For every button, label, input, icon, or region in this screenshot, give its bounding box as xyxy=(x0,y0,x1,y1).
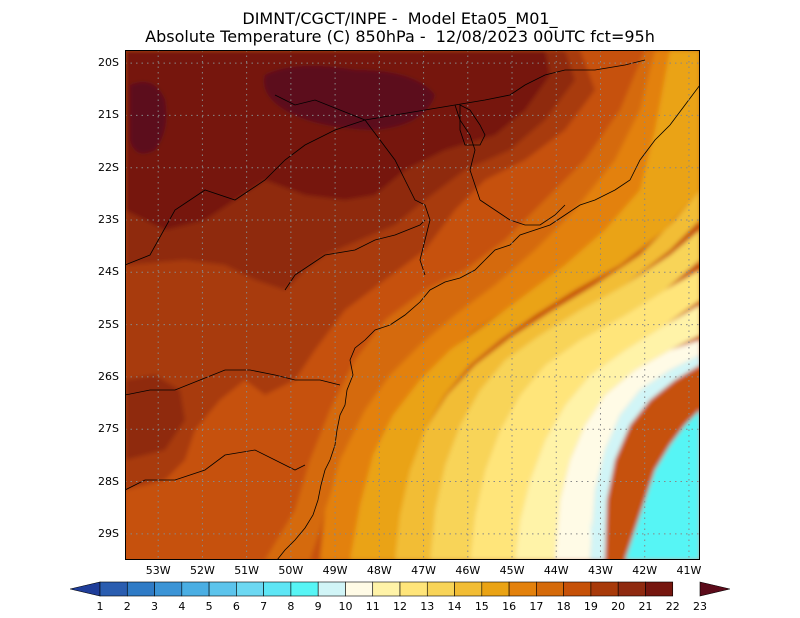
colorbar-swatch xyxy=(699,581,730,597)
colorbar-label: 11 xyxy=(365,600,380,613)
longitude-tick-label: 53W xyxy=(145,564,171,577)
colorbar-swatch xyxy=(536,581,564,597)
longitude-tick-label: 52W xyxy=(189,564,215,577)
colorbar-label: 2 xyxy=(123,600,131,613)
colorbar-swatch xyxy=(508,581,537,597)
state-border-2 xyxy=(274,94,431,276)
colorbar-label: 1 xyxy=(96,600,104,613)
coastline xyxy=(276,84,700,560)
temp-band-16 xyxy=(350,50,700,560)
longitude-tick-label: 48W xyxy=(366,564,392,577)
longitude-tick-label: 43W xyxy=(588,564,613,577)
reservoir-1 xyxy=(459,104,486,146)
latitude-tick-label: 29S xyxy=(98,526,119,540)
colorbar-swatch xyxy=(590,581,619,597)
temperature-map xyxy=(125,50,700,560)
colorbar-swatch xyxy=(126,581,155,597)
map-title-line2: Absolute Temperature (C) 850hPa - 12/08/… xyxy=(145,27,655,46)
temp-band-10 xyxy=(590,355,700,560)
map-grid xyxy=(125,50,700,560)
colorbar-swatch xyxy=(372,581,401,597)
colorbar-swatch xyxy=(70,581,101,597)
colorbar-label: 10 xyxy=(338,600,353,613)
colorbar-label: 5 xyxy=(205,600,213,613)
colorbar-label: 14 xyxy=(447,600,462,613)
colorbar-label: 23 xyxy=(693,600,707,613)
state-border-5 xyxy=(284,219,426,291)
colorbar-swatch xyxy=(99,581,128,597)
colorbar-swatch xyxy=(236,581,264,597)
colorbar-swatch xyxy=(263,581,292,597)
river-1 xyxy=(454,104,481,201)
colorbar-label: 21 xyxy=(638,600,653,613)
temp-band-23-core xyxy=(264,66,435,130)
state-border-3 xyxy=(125,449,306,491)
colorbar-label: 4 xyxy=(178,600,186,613)
colorbar-swatch xyxy=(481,581,510,597)
colorbar-label: 20 xyxy=(611,600,626,613)
temp-band-23-west xyxy=(130,82,167,154)
longitude-tick-label: 45W xyxy=(499,564,525,577)
colorbar-label: 22 xyxy=(665,600,680,613)
colorbar-label: 15 xyxy=(474,600,489,613)
map-title-line1: DIMNT/CGCT/INPE - Model Eta05_M01_ xyxy=(242,9,558,28)
colorbar-label: 17 xyxy=(529,600,544,613)
colorbar-label: 19 xyxy=(583,600,598,613)
temperature-field xyxy=(125,50,700,560)
longitude-tick-label: 41W xyxy=(676,564,702,577)
longitude-tick-label: 49W xyxy=(322,564,348,577)
temp-band-18 xyxy=(265,50,700,560)
latitude-tick-label: 22S xyxy=(98,160,119,174)
colorbar-swatch xyxy=(645,581,674,597)
latitude-tick-label: 20S xyxy=(98,56,119,70)
colorbar-swatch xyxy=(617,581,646,597)
colorbar-swatch xyxy=(563,581,592,597)
colorbar-swatch xyxy=(181,581,210,597)
longitude-tick-label: 47W xyxy=(411,564,436,577)
latitude-tick-label: 27S xyxy=(98,422,119,436)
colorbar-swatch xyxy=(154,581,183,597)
temp-band-9 xyxy=(625,410,700,560)
longitude-tick-label: 50W xyxy=(278,564,304,577)
colorbar-swatch xyxy=(208,581,237,597)
longitude-tick-label: 51W xyxy=(234,564,260,577)
latitude-tick-label: 23S xyxy=(98,213,119,226)
state-border-4 xyxy=(125,369,341,396)
temp-band-13 xyxy=(470,270,700,560)
temp-band-14 xyxy=(430,230,700,560)
latitude-tick-label: 21S xyxy=(98,108,119,122)
temp-band-11 xyxy=(555,340,700,560)
colorbar-swatch xyxy=(454,581,483,597)
colorbar-label: 9 xyxy=(314,600,322,613)
longitude-tick-label: 42W xyxy=(632,564,658,577)
longitude-tick-label: 46W xyxy=(455,564,481,577)
colorbar-label: 16 xyxy=(502,600,517,613)
temp-band-17 xyxy=(320,50,700,560)
longitude-tick-label: 44W xyxy=(543,564,569,577)
temp-band-21-lobe xyxy=(125,375,185,460)
temp-band-15 xyxy=(395,190,700,560)
temp-band-22 xyxy=(125,50,550,230)
colorbar-label: 3 xyxy=(151,600,159,613)
colorbar xyxy=(70,581,730,597)
colorbar-label: 12 xyxy=(393,600,407,613)
colorbar-swatch xyxy=(426,581,455,597)
colorbar-swatch xyxy=(345,581,374,597)
colorbar-swatch xyxy=(399,581,428,597)
colorbar-label: 6 xyxy=(232,600,240,613)
latitude-tick-label: 25S xyxy=(98,317,119,331)
temp-band-12 xyxy=(515,305,700,560)
colorbar-swatch xyxy=(290,581,319,597)
state-border-6 xyxy=(479,199,566,226)
colorbar-label: 13 xyxy=(420,600,435,613)
map-frame xyxy=(125,50,700,560)
colorbar-label: 7 xyxy=(260,600,268,613)
colorbar-swatch xyxy=(317,581,346,597)
colorbar-label: 8 xyxy=(287,600,295,613)
latitude-tick-label: 26S xyxy=(98,369,119,383)
latitude-tick-label: 24S xyxy=(98,265,119,279)
latitude-tick-label: 28S xyxy=(98,474,119,488)
colorbar-label: 18 xyxy=(556,600,571,613)
